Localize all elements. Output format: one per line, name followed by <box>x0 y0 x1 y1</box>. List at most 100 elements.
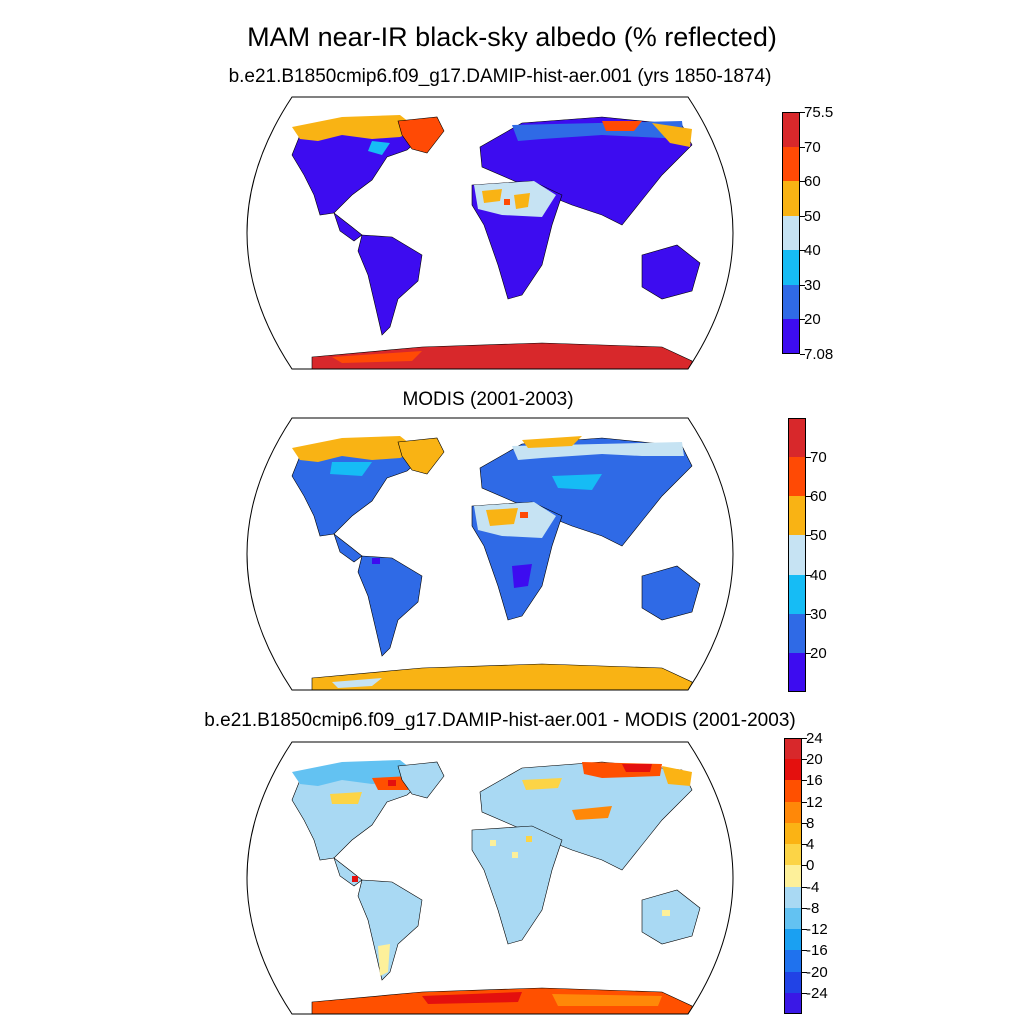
colorbar-tick <box>806 535 811 537</box>
colorbar-swatch <box>784 801 802 823</box>
colorbar-tick <box>802 865 807 867</box>
colorbar-label: 70 <box>810 449 827 467</box>
colorbar-label: -24 <box>806 984 828 1002</box>
colorbar-label: 0 <box>806 857 815 875</box>
colorbar-swatch <box>788 457 806 497</box>
colorbar-swatch <box>788 418 806 458</box>
south-america-landmass <box>357 555 423 657</box>
colorbar-tick <box>800 112 805 113</box>
colorbar-label: -4 <box>806 878 820 896</box>
colorbar-swatch <box>784 886 802 908</box>
colorbar-label: 30 <box>804 276 821 294</box>
colorbar-label: 7.08 <box>804 346 834 363</box>
colorbar-label: 50 <box>810 527 827 545</box>
colorbar-tick <box>802 950 807 952</box>
colorbar-label: 75.5 <box>804 104 834 121</box>
canada-arctic-high-albedo <box>292 115 418 141</box>
colorbar-swatch <box>784 950 802 972</box>
colorbar-swatch <box>788 496 806 536</box>
colorbar-swatch <box>782 146 800 182</box>
colorbar-swatch <box>788 535 806 575</box>
panel-1-colorbar: 7.08 20 30 40 50 60 70 75.5 <box>782 105 852 362</box>
colorbar-swatch <box>782 250 800 285</box>
south-america-landmass <box>357 879 423 981</box>
antarctica-landmass <box>311 663 693 690</box>
greenland <box>397 761 445 799</box>
panel-1-map <box>222 95 758 371</box>
australia-landmass <box>641 244 701 300</box>
colorbar-tick <box>806 496 811 498</box>
colorbar-swatch <box>784 992 802 1014</box>
colorbar-tick <box>802 971 807 973</box>
colorbar-label: -16 <box>806 942 828 960</box>
colorbar-swatch <box>782 284 800 320</box>
colorbar-swatch <box>782 181 800 216</box>
colorbar-label: 50 <box>804 207 821 225</box>
panel-3-subtitle: b.e21.B1850cmip6.f09_g17.DAMIP-hist-aer.… <box>204 710 796 731</box>
colorbar-label: 60 <box>810 488 827 506</box>
colorbar-swatch <box>784 907 802 930</box>
colorbar-swatch <box>788 652 806 692</box>
colorbar-tick <box>802 844 807 846</box>
colorbar-swatch <box>784 929 802 951</box>
colorbar-swatch <box>788 574 806 614</box>
colorbar-label: 70 <box>804 138 821 156</box>
colorbar-swatch <box>784 822 802 845</box>
colorbar-label: 24 <box>806 730 823 747</box>
colorbar-swatch <box>782 319 800 354</box>
africa-landmass <box>471 825 563 945</box>
colorbar-swatch <box>784 865 802 887</box>
colorbar-tick <box>802 759 807 761</box>
colorbar-tick <box>800 215 805 217</box>
colorbar-tick <box>802 822 807 824</box>
colorbar-swatch <box>782 112 800 147</box>
colorbar-tick <box>806 652 811 654</box>
greenland <box>397 437 445 475</box>
panel-3-map <box>222 740 758 1016</box>
panel-1-subtitle: b.e21.B1850cmip6.f09_g17.DAMIP-hist-aer.… <box>228 66 772 87</box>
colorbar-tick <box>802 992 807 994</box>
greenland <box>397 116 445 154</box>
colorbar-tick <box>802 801 807 803</box>
colorbar-tick <box>800 354 805 355</box>
colorbar-label: -8 <box>806 899 820 917</box>
colorbar-label: -20 <box>806 963 828 981</box>
figure-title: MAM near-IR black-sky albedo (% reflecte… <box>247 22 777 52</box>
panel-2-colorbar: 20 30 40 50 60 70 <box>788 418 848 692</box>
colorbar-label: -12 <box>806 921 828 939</box>
colorbar-swatch <box>784 780 802 802</box>
colorbar-tick <box>800 319 805 321</box>
panel-2-subtitle: MODIS (2001-2003) <box>402 389 574 410</box>
colorbar-tick <box>800 250 805 252</box>
colorbar-swatch <box>784 971 802 993</box>
colorbar-label: 12 <box>806 793 823 811</box>
colorbar-tick <box>802 929 807 931</box>
colorbar-tick <box>802 886 807 888</box>
colorbar-tick <box>806 613 811 615</box>
colorbar-label: 60 <box>804 173 821 191</box>
antarctica-landmass <box>311 342 693 369</box>
colorbar-label: 8 <box>806 814 815 832</box>
panel-2-map <box>222 416 758 692</box>
colorbar-tick <box>800 146 805 148</box>
australia-landmass <box>641 889 701 945</box>
colorbar-label: 30 <box>810 605 827 623</box>
colorbar-tick <box>800 284 805 286</box>
colorbar-tick <box>802 738 807 739</box>
colorbar-swatch <box>782 215 800 251</box>
colorbar-tick <box>800 181 805 183</box>
colorbar-swatch <box>784 759 802 781</box>
colorbar-tick <box>806 457 811 459</box>
south-america-landmass <box>357 234 423 336</box>
colorbar-label: 20 <box>810 644 827 662</box>
colorbar-label: 40 <box>804 242 821 260</box>
colorbar-label: 40 <box>810 566 827 584</box>
colorbar-label: 16 <box>806 772 823 790</box>
panel-3-colorbar: -24 -20 -16 -12 -8 -4 0 4 8 12 16 20 24 <box>784 731 844 1014</box>
colorbar-swatch <box>784 738 802 760</box>
colorbar-tick <box>802 780 807 782</box>
colorbar-swatch <box>784 844 802 866</box>
colorbar-label: 4 <box>806 836 815 854</box>
colorbar-tick <box>806 574 811 576</box>
colorbar-tick <box>802 907 807 909</box>
